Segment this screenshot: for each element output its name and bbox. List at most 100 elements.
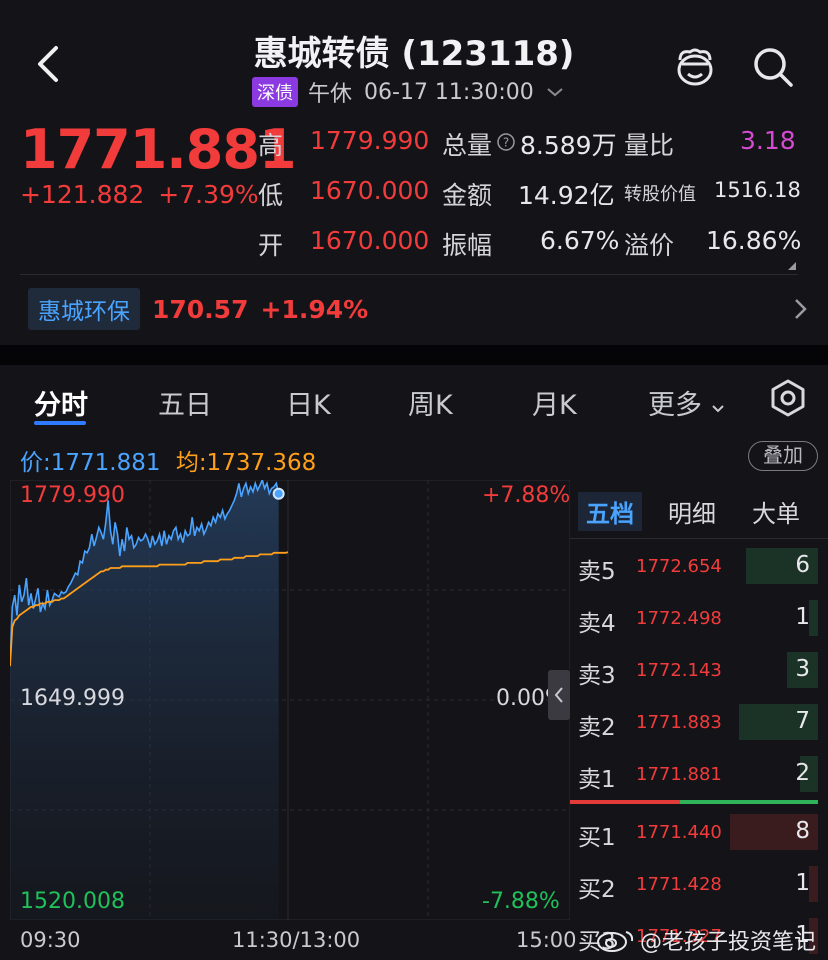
volume-label: 总量 (442, 131, 493, 160)
overlay-button[interactable]: 叠加 (748, 441, 818, 471)
ask-row[interactable]: 卖2 1771.883 7 (570, 696, 828, 748)
back-arrow-icon[interactable] (28, 42, 72, 86)
premium-label: 溢价 (624, 231, 675, 260)
axis-high-pct: +7.88% (482, 483, 571, 508)
ask-volume: 6 (795, 552, 810, 578)
ask-row[interactable]: 卖4 1772.498 1 (570, 592, 828, 644)
volume-ratio-value: 3.18 (740, 126, 796, 155)
tab-five-levels[interactable]: 五档 (578, 492, 642, 531)
low-value: 1670.000 (310, 176, 430, 205)
legend-average: 均:1737.368 (175, 450, 317, 476)
amplitude-value: 6.67% (540, 226, 620, 255)
tab-intraday[interactable]: 分时 (34, 390, 88, 421)
ask-price: 1771.881 (636, 764, 722, 785)
ask-price: 1771.883 (636, 712, 722, 733)
orderbook-tabs: 五档 明细 大单 (570, 492, 828, 536)
amplitude-label: 振幅 (442, 231, 493, 260)
ask-volume: 1 (795, 604, 810, 630)
quote-datetime: 06-17 11:30:00 (364, 79, 534, 105)
bid-volume-bar (809, 918, 818, 954)
section-gap (0, 345, 828, 365)
underlying-price: 170.57 (152, 294, 249, 324)
ask-volume-bar (746, 548, 818, 584)
underlying-change: +1.94% (260, 294, 369, 324)
ask-row[interactable]: 卖1 1771.881 2 (570, 748, 828, 800)
mascot-icon[interactable] (672, 44, 718, 90)
ask-row[interactable]: 卖3 1772.143 3 (570, 644, 828, 696)
divider (20, 274, 798, 275)
conversion-value-label: 转股价值 (624, 184, 696, 205)
ask-price: 1772.143 (636, 660, 722, 681)
intraday-chart[interactable] (10, 480, 570, 920)
amount-label: 金额 (442, 181, 493, 210)
price-area (10, 480, 279, 920)
panel-drag-handle[interactable] (548, 670, 570, 720)
chart-legend: 价:1771.881 均:1737.368 (20, 443, 316, 477)
session-status: 午休 (308, 82, 353, 107)
tab-monthly-k[interactable]: 月K (532, 390, 577, 421)
tab-daily-k[interactable]: 日K (286, 390, 331, 421)
bid-price: 1771.327 (636, 926, 722, 947)
ask-level: 卖2 (578, 715, 616, 741)
expand-corner-icon[interactable] (788, 262, 796, 270)
tab-large-orders[interactable]: 大单 (752, 500, 800, 528)
price-change: +121.882 +7.39% (20, 180, 265, 209)
search-icon[interactable] (750, 44, 796, 90)
legend-price: 价:1771.881 (20, 450, 161, 476)
info-icon[interactable]: ? (496, 132, 516, 152)
tab-details[interactable]: 明细 (668, 500, 716, 528)
bid-level: 买2 (578, 877, 616, 903)
bid-level: 买1 (578, 825, 616, 851)
divider (570, 538, 828, 539)
tab-more[interactable]: 更多 (648, 383, 725, 422)
underlying-stock-row[interactable]: 惠城环保 170.57 +1.94% (28, 288, 368, 330)
status-row[interactable]: 深债 午休 06-17 11:30:00 (252, 77, 564, 107)
ask-level: 卖3 (578, 663, 616, 689)
bid-price: 1771.428 (636, 874, 722, 895)
ask-level: 卖5 (578, 559, 616, 585)
settings-hexagon-icon[interactable] (768, 378, 808, 418)
bid-volume: 1 (795, 870, 810, 896)
ask-volume-bar (800, 756, 818, 792)
bid-strength (570, 800, 680, 804)
bid-ask-split-bar (570, 800, 828, 804)
chevron-down-icon[interactable] (546, 85, 564, 99)
change-amount: +121.882 (20, 180, 145, 209)
bid-row[interactable]: 买3 1771.327 1 (570, 910, 828, 960)
bid-volume: 1 (795, 922, 810, 948)
chevron-right-icon[interactable] (790, 296, 812, 322)
time-end: 15:00 (516, 928, 577, 952)
svg-text:?: ? (503, 136, 509, 150)
axis-high-price: 1779.990 (20, 483, 125, 508)
price-line (10, 480, 280, 667)
weibo-logo-icon (597, 931, 634, 952)
page-title: 惠城转债 (123118) (253, 34, 575, 74)
bid-volume: 8 (795, 818, 810, 844)
time-start: 09:30 (20, 928, 81, 952)
active-tab-indicator (34, 421, 86, 425)
tab-weekly-k[interactable]: 周K (408, 390, 453, 421)
bid-volume-bar (809, 866, 818, 902)
ask-level: 卖4 (578, 611, 616, 637)
time-mid: 11:30/13:00 (232, 928, 361, 952)
chevron-down-icon (711, 405, 724, 413)
bid-row[interactable]: 买1 1771.440 8 (570, 806, 828, 858)
order-book: 五档 明细 大单 卖5 1772.654 6 卖4 1772.498 1 卖3 … (570, 480, 828, 960)
ask-volume: 7 (795, 708, 810, 734)
tab-more-label: 更多 (648, 390, 702, 421)
ask-volume: 3 (795, 656, 810, 682)
underlying-name[interactable]: 惠城环保 (28, 288, 140, 330)
ask-row[interactable]: 卖5 1772.654 6 (570, 540, 828, 592)
axis-low-pct: -7.88% (482, 889, 560, 914)
low-label: 低 (258, 181, 284, 210)
conversion-value: 1516.18 (714, 178, 801, 202)
last-price: 1771.881 (20, 118, 297, 181)
last-price-dot (272, 487, 285, 500)
tab-five-day[interactable]: 五日 (158, 390, 212, 421)
volume-ratio-label: 量比 (624, 131, 675, 160)
high-label: 高 (258, 131, 284, 160)
open-value: 1670.000 (310, 226, 430, 255)
ask-level: 卖1 (578, 767, 616, 793)
bid-price: 1771.440 (636, 822, 722, 843)
bid-row[interactable]: 买2 1771.428 1 (570, 858, 828, 910)
